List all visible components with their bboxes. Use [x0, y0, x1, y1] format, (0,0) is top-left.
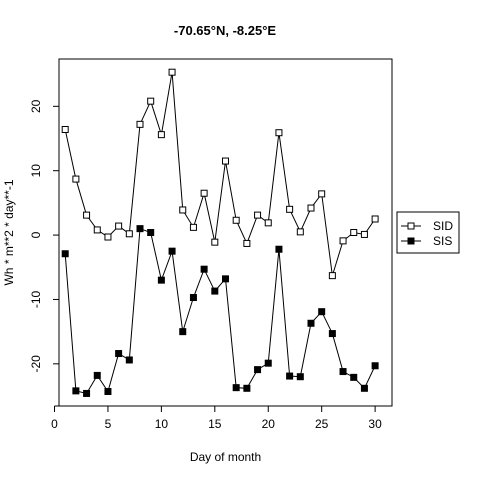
- series-sis-point: [72, 387, 80, 395]
- series-sis-point: [157, 276, 165, 284]
- chart-title: -70.65°N, -8.25°E: [174, 23, 277, 38]
- plot-frame: [58, 58, 393, 407]
- series-sis-point: [147, 229, 155, 236]
- legend-sis-label: SIS: [433, 234, 452, 248]
- series-sid-point: [104, 233, 112, 241]
- series-sid-point: [350, 229, 358, 236]
- series-sid-point: [72, 175, 80, 183]
- series-sid-point: [147, 97, 155, 105]
- series-sis-point: [61, 250, 69, 258]
- x-axis: 0 5 10 15 20 25 30: [51, 405, 382, 431]
- series-sid-point: [211, 238, 219, 246]
- series-sis-point: [286, 372, 294, 380]
- series-sid-point: [264, 219, 272, 227]
- series-sis-point: [371, 362, 379, 370]
- series-sis-point: [243, 384, 251, 392]
- y-tick-label: 0: [29, 231, 43, 238]
- series-sis-point: [189, 294, 197, 302]
- series-sis-point: [211, 287, 219, 295]
- series-sis-line: [64, 227, 376, 395]
- series-sid-point: [318, 190, 326, 198]
- x-tick-label: 5: [105, 417, 112, 431]
- series-sis-point: [222, 275, 229, 283]
- series-sid-point: [222, 157, 229, 165]
- legend-box: [396, 211, 460, 254]
- series-sid-point: [136, 120, 144, 128]
- series-sis-point: [264, 359, 272, 367]
- y-tick-label: 20: [29, 99, 43, 113]
- series-sis-point: [200, 265, 208, 273]
- series-sid-point: [200, 189, 208, 197]
- series-sid-point: [243, 239, 251, 247]
- series-sid-point: [328, 272, 336, 280]
- series-sis-point: [275, 245, 283, 253]
- legend-sis-marker: [407, 237, 415, 245]
- series-sis-point: [339, 368, 347, 376]
- series-sis-point: [115, 350, 123, 358]
- series-sid-point: [61, 125, 69, 133]
- y-tick-label: -10: [29, 290, 43, 308]
- series-sid-point: [307, 204, 315, 212]
- legend-sid-marker: [407, 222, 415, 230]
- series-sid-point: [115, 222, 123, 230]
- series-sis-point: [232, 384, 240, 392]
- series-sis-point: [296, 373, 304, 381]
- series-sis-point: [254, 366, 262, 374]
- series-sis-point: [328, 330, 336, 338]
- series-sis-point: [307, 319, 315, 327]
- series-sis-point: [168, 247, 176, 255]
- series-sid-point: [93, 226, 101, 234]
- series-sis-point: [350, 373, 358, 381]
- series-sid-point: [254, 211, 262, 219]
- x-tick-label: 30: [368, 417, 382, 431]
- series-sid-point: [83, 211, 91, 219]
- series-sid-point: [157, 131, 165, 139]
- y-axis: -20 -10 0 10 20: [29, 99, 60, 373]
- series-sid-line: [64, 72, 376, 276]
- x-tick-label: 10: [155, 417, 169, 431]
- series-sis-point: [125, 356, 133, 364]
- x-tick-label: 15: [208, 417, 222, 431]
- series-sid-point: [339, 237, 347, 245]
- series-sis-point: [104, 388, 112, 396]
- series-sid-point: [275, 129, 283, 137]
- series-sis-point: [136, 225, 144, 233]
- x-tick-label: 0: [51, 417, 58, 431]
- series-sis-point: [179, 328, 187, 336]
- series-sis-point: [93, 371, 101, 379]
- series-sis-point: [360, 384, 368, 392]
- x-axis-label: Day of month: [190, 450, 261, 464]
- series-sid-point: [286, 205, 294, 213]
- series-sid-point: [189, 223, 197, 231]
- series-sis-point: [318, 308, 326, 316]
- y-axis-label: Wh * m**2 * day**-1: [2, 179, 16, 285]
- series-sis-point: [83, 389, 91, 397]
- series-sid-point: [371, 215, 379, 223]
- series-sid-point: [179, 206, 187, 214]
- series-sid-point: [360, 230, 368, 238]
- x-tick-label: 20: [262, 417, 276, 431]
- legend-sid-label: SID: [433, 219, 453, 233]
- series-sid-point: [168, 68, 176, 76]
- x-tick-label: 25: [315, 417, 329, 431]
- series-layer: [61, 68, 379, 397]
- series-sid-point: [232, 216, 240, 224]
- series-sid-point: [296, 228, 304, 236]
- y-tick-label: 10: [29, 164, 43, 178]
- y-tick-label: -20: [29, 355, 43, 373]
- series-sid-point: [125, 230, 133, 238]
